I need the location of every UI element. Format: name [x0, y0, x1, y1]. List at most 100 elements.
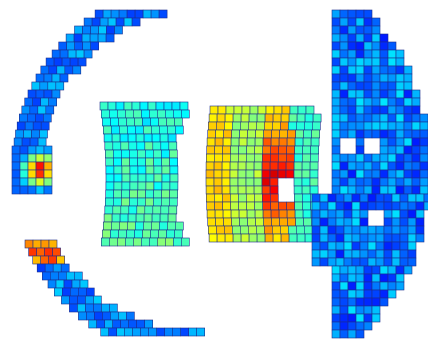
- cell: [380, 90, 388, 98]
- cell: [408, 234, 416, 242]
- cell: [233, 114, 241, 122]
- cell: [254, 154, 262, 162]
- cell: [348, 186, 356, 194]
- cell: [38, 138, 46, 146]
- cell: [239, 138, 247, 146]
- cell: [312, 226, 320, 234]
- cell: [138, 182, 146, 190]
- cell: [247, 138, 255, 146]
- cell: [348, 266, 356, 274]
- cell: [36, 74, 44, 82]
- cell: [388, 58, 396, 66]
- cell: [137, 150, 145, 158]
- cell: [380, 58, 388, 66]
- cell: [20, 186, 28, 194]
- cell: [384, 226, 392, 234]
- cell: [404, 66, 412, 74]
- cell: [232, 218, 240, 226]
- cell: [250, 106, 258, 114]
- cell: [336, 242, 344, 250]
- cell: [310, 178, 318, 186]
- cell: [336, 226, 344, 234]
- cell: [364, 130, 372, 138]
- cell: [356, 170, 364, 178]
- cell: [340, 266, 348, 274]
- cell: [153, 206, 161, 214]
- cell: [258, 106, 266, 114]
- cell: [151, 10, 159, 18]
- cell: [60, 50, 68, 58]
- cell: [388, 178, 396, 186]
- cell: [246, 154, 254, 162]
- cell: [364, 82, 372, 90]
- cell: [356, 82, 364, 90]
- cell: [392, 242, 400, 250]
- cell: [364, 186, 372, 194]
- cell: [30, 106, 38, 114]
- cell: [360, 226, 368, 234]
- cell: [38, 106, 46, 114]
- cell: [356, 74, 364, 82]
- cell: [28, 90, 36, 98]
- cell: [340, 178, 348, 186]
- cell: [296, 130, 304, 138]
- cell: [404, 138, 412, 146]
- cell: [223, 138, 231, 146]
- cell: [356, 66, 364, 74]
- cell: [270, 154, 278, 162]
- cell: [222, 186, 230, 194]
- cell: [84, 18, 92, 26]
- cell: [336, 194, 344, 202]
- cell: [82, 34, 90, 42]
- cell: [78, 58, 86, 66]
- cell: [408, 210, 416, 218]
- cell: [332, 106, 340, 114]
- cell: [287, 138, 295, 146]
- cell: [372, 26, 380, 34]
- cell: [416, 234, 424, 242]
- cell: [59, 42, 67, 50]
- cell: [340, 10, 348, 18]
- cell: [181, 238, 189, 246]
- cell: [416, 194, 424, 202]
- cell: [348, 18, 356, 26]
- cell: [22, 138, 30, 146]
- cell: [197, 328, 205, 336]
- cell: [302, 154, 310, 162]
- cell: [388, 50, 396, 58]
- cell: [310, 154, 318, 162]
- cell: [232, 226, 240, 234]
- cell: [136, 214, 144, 222]
- cell: [239, 146, 247, 154]
- cell: [66, 272, 74, 280]
- cell: [122, 166, 130, 174]
- cell: [216, 122, 224, 130]
- cell: [348, 42, 356, 50]
- cell: [312, 210, 320, 218]
- cell: [332, 274, 340, 282]
- cell: [165, 238, 173, 246]
- cell: [249, 114, 257, 122]
- cell: [332, 34, 340, 42]
- cell: [302, 170, 310, 178]
- cell: [226, 106, 234, 114]
- cell: [133, 328, 141, 336]
- cell: [372, 178, 380, 186]
- cell: [340, 98, 348, 106]
- cell: [146, 182, 154, 190]
- cell: [111, 10, 119, 18]
- cell: [19, 114, 27, 122]
- cell: [270, 186, 278, 194]
- cell: [340, 42, 348, 50]
- cell: [282, 106, 290, 114]
- cell: [99, 26, 107, 34]
- cell: [174, 118, 182, 126]
- cell: [364, 26, 372, 34]
- cell: [312, 194, 320, 202]
- cell: [340, 26, 348, 34]
- cell: [352, 234, 360, 242]
- cell: [136, 134, 144, 142]
- cell: [255, 146, 263, 154]
- cell: [152, 134, 160, 142]
- cell: [289, 234, 297, 242]
